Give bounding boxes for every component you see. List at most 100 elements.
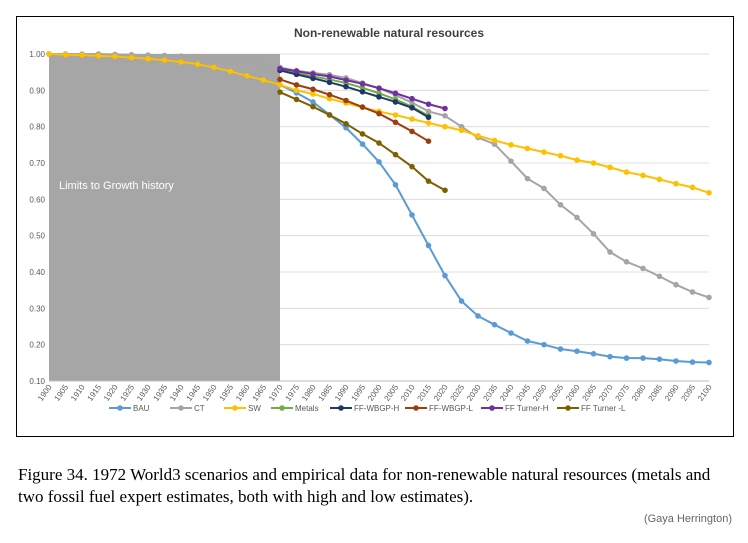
x-tick-label: 2015 — [416, 383, 434, 403]
data-point — [623, 355, 630, 361]
series-line — [279, 78, 430, 143]
data-point — [458, 127, 465, 134]
data-point — [409, 99, 415, 106]
legend-label: FF Turner -L — [581, 404, 626, 413]
data-point — [326, 95, 333, 102]
y-tick-label: 0.70 — [29, 159, 45, 168]
data-point — [392, 182, 399, 188]
y-tick-label: 0.20 — [29, 341, 45, 350]
x-tick-label: 1970 — [267, 383, 285, 403]
data-point — [161, 52, 168, 59]
x-tick-label: 1920 — [102, 383, 120, 403]
data-point — [326, 73, 333, 80]
y-tick-label: 0.90 — [29, 86, 45, 95]
data-point — [508, 330, 514, 336]
legend-swatch-marker — [232, 405, 238, 411]
x-tick-label: 2055 — [548, 383, 566, 403]
data-point — [376, 159, 382, 165]
data-point — [706, 294, 712, 301]
x-tick-label: 1925 — [119, 383, 137, 403]
x-tick-label: 1905 — [53, 383, 71, 403]
legend-swatch-marker — [117, 405, 123, 411]
data-point — [425, 114, 432, 121]
data-point — [442, 272, 448, 279]
data-point — [260, 61, 267, 67]
data-point — [326, 112, 333, 118]
data-point — [277, 76, 283, 83]
data-point — [409, 212, 415, 218]
data-point — [392, 119, 399, 126]
data-point — [442, 112, 448, 119]
x-tick-label: 2030 — [465, 383, 483, 403]
data-point — [623, 259, 630, 265]
data-point — [689, 359, 696, 365]
data-point — [409, 163, 415, 170]
legend-label: FF-WBGP-L — [429, 404, 474, 413]
data-point — [557, 201, 564, 208]
data-point — [442, 105, 448, 112]
data-point — [689, 184, 696, 191]
data-point — [442, 187, 448, 194]
legend-label: FF Turner-H — [505, 404, 549, 413]
x-tick-label: 2035 — [482, 383, 500, 403]
data-point — [590, 231, 597, 237]
data-point — [161, 57, 168, 63]
data-point — [409, 104, 415, 111]
legend-swatch-marker — [178, 405, 184, 411]
data-point — [590, 160, 597, 166]
data-point — [359, 84, 366, 91]
data-point — [541, 341, 547, 348]
data-point — [409, 128, 415, 135]
legend-label: CT — [194, 404, 205, 413]
data-point — [79, 52, 85, 58]
x-tick-label: 1915 — [86, 383, 104, 403]
data-point — [359, 104, 366, 110]
data-point — [277, 82, 283, 88]
data-point — [590, 350, 597, 357]
data-point — [706, 359, 712, 366]
y-tick-label: 0.60 — [29, 195, 45, 204]
data-point — [673, 180, 679, 187]
y-tick-label: 0.40 — [29, 268, 45, 277]
data-point — [458, 298, 465, 304]
data-point — [425, 138, 432, 144]
data-point — [524, 338, 531, 344]
data-point — [310, 71, 316, 77]
data-point — [557, 346, 564, 352]
x-tick-label: 1935 — [152, 383, 170, 403]
y-tick-label: 0.50 — [29, 232, 45, 241]
data-point — [359, 141, 366, 147]
data-point — [293, 96, 300, 103]
data-point — [343, 77, 349, 83]
data-point — [491, 321, 498, 328]
x-tick-label: 1940 — [168, 383, 186, 403]
x-tick-label: 2100 — [696, 383, 714, 403]
data-point — [656, 176, 663, 183]
data-point — [227, 57, 234, 63]
data-point — [293, 82, 300, 88]
x-tick-label: 2040 — [498, 383, 516, 403]
data-point — [46, 51, 52, 57]
series-line — [279, 69, 429, 119]
x-tick-label: 1955 — [218, 383, 236, 403]
x-tick-label: 2065 — [581, 383, 599, 403]
data-point — [689, 289, 696, 295]
data-point — [310, 99, 316, 105]
x-tick-label: 1990 — [333, 383, 351, 403]
data-point — [656, 356, 663, 363]
y-tick-label: 1.00 — [29, 50, 45, 59]
data-point — [623, 169, 630, 175]
data-point — [475, 132, 481, 139]
y-tick-label: 0.80 — [29, 123, 45, 132]
data-point — [409, 116, 415, 122]
x-tick-label: 2020 — [432, 383, 450, 403]
data-point — [376, 85, 382, 91]
legend-swatch-marker — [489, 405, 495, 411]
data-point — [491, 137, 498, 144]
x-tick-label: 1945 — [185, 383, 203, 403]
line-chart: Non-renewable natural resources 0.10 0.20 0… — [29, 26, 714, 413]
data-point — [508, 158, 514, 164]
legend-swatch-marker — [279, 405, 285, 411]
data-point — [425, 101, 432, 107]
legend-label: BAU — [133, 404, 150, 413]
